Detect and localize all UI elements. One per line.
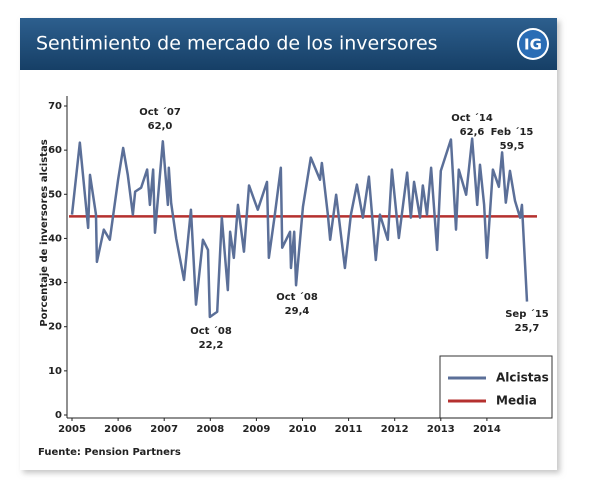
legend-box — [439, 355, 553, 419]
series-line — [70, 137, 529, 319]
x-tick-label: 2008 — [196, 424, 224, 435]
y-tick-label: 20 — [48, 322, 62, 333]
annotation-value: 22,2 — [199, 340, 224, 351]
logo-text: IG — [524, 36, 542, 54]
x-tick-label: 2006 — [104, 424, 132, 435]
x-tick-label: 2005 — [58, 424, 86, 435]
y-tick-label: 60 — [48, 145, 62, 156]
annotation-label: Oct ´14 — [451, 112, 493, 124]
y-tick-label: 30 — [48, 278, 62, 289]
annotation-label: Oct ´08 — [190, 325, 232, 337]
header-bar — [20, 18, 557, 70]
annotation-value: 25,7 — [515, 323, 540, 334]
y-tick-label: 50 — [48, 189, 62, 200]
header-title: Sentimiento de mercado de los inversores — [36, 33, 438, 55]
annotation-value: 62,0 — [148, 121, 173, 132]
y-tick-label: 70 — [48, 101, 62, 112]
annotation-label: Sep ´15 — [505, 308, 549, 320]
x-tick-label: 2012 — [381, 424, 409, 435]
source: Fuente: Pension Partners — [38, 447, 181, 458]
annotation-value: 62,6 — [460, 127, 485, 138]
x-tick-label: 2011 — [335, 424, 363, 435]
y-axis-label: Porcentaje de inversores alcistas — [39, 139, 50, 326]
legend-label: Alcistas — [496, 371, 549, 385]
x-tick-label: 2009 — [242, 424, 270, 435]
y-tick-label: 10 — [48, 366, 62, 377]
x-tick-label: 2014 — [473, 424, 501, 435]
annotation-label: Oct ´07 — [139, 106, 181, 118]
annotation-value: 59,5 — [500, 141, 525, 152]
x-tick-label: 2010 — [289, 424, 317, 435]
annotation-label: Feb ´15 — [491, 126, 534, 138]
legend-label: Media — [496, 394, 537, 408]
x-tick-label: 2013 — [427, 424, 455, 435]
y-tick-label: 40 — [48, 233, 62, 244]
annotation-label: Oct ´08 — [276, 291, 318, 303]
x-tick-label: 2007 — [150, 424, 178, 435]
y-tick-label: 0 — [55, 410, 62, 421]
logo — [519, 30, 547, 58]
annotation-value: 29,4 — [285, 306, 310, 317]
